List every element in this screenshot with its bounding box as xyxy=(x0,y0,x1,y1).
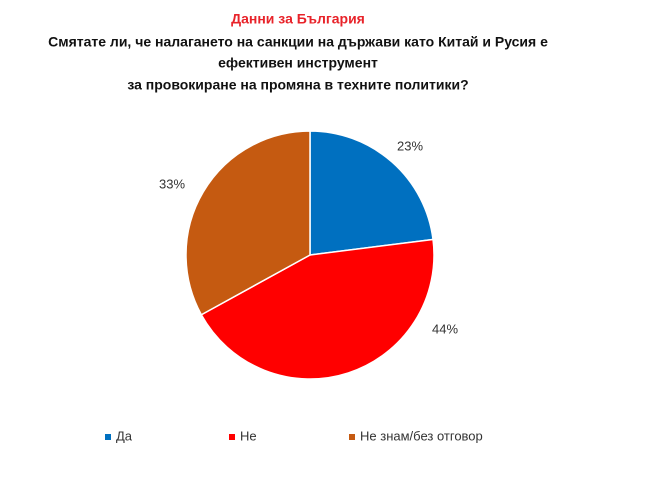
data-label: 23% xyxy=(397,138,423,153)
pie-slice xyxy=(309,130,434,256)
pie-slice xyxy=(185,130,311,316)
pie-slice xyxy=(200,238,435,380)
chart-subtitle: за провокиране на промяна в техните поли… xyxy=(127,77,468,93)
legend-marker xyxy=(229,434,235,440)
legend-label: Не знам/без отговор xyxy=(360,428,483,443)
chart-subtitle: Смятате ли, че налагането на санкции на … xyxy=(48,34,548,50)
legend-label: Не xyxy=(240,428,257,443)
chart-title: Данни за България xyxy=(231,11,365,27)
data-label: 44% xyxy=(432,321,458,336)
legend-marker xyxy=(349,434,355,440)
legend-marker xyxy=(105,434,111,440)
chart-subtitle: ефективен инструмент xyxy=(218,55,378,71)
data-label: 33% xyxy=(159,176,185,191)
legend-label: Да xyxy=(116,428,133,443)
